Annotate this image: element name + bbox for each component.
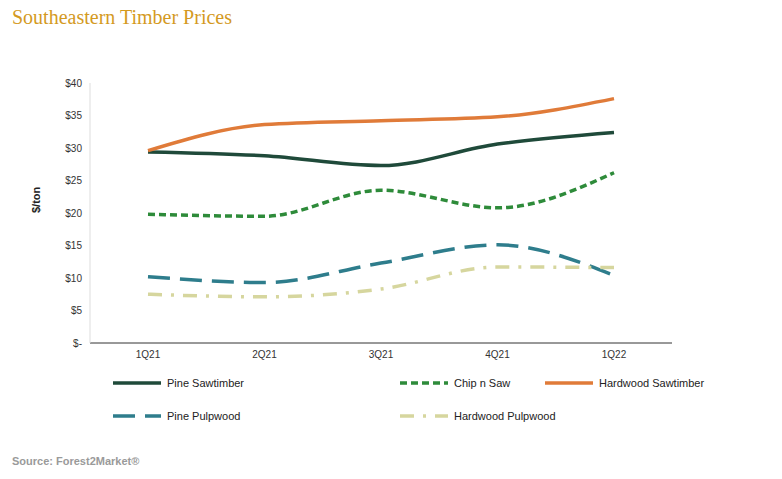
svg-text:$5: $5 <box>71 305 83 316</box>
svg-text:4Q21: 4Q21 <box>485 349 510 360</box>
svg-text:$20: $20 <box>65 208 82 219</box>
html-text:Pine Pulpwood: Pine Pulpwood <box>167 410 241 422</box>
svg-text:$15: $15 <box>65 240 82 251</box>
svg-text:$25: $25 <box>65 175 82 186</box>
html-text:Chip n Saw: Chip n Saw <box>454 377 511 389</box>
html-text:Southeastern Timber Prices: Southeastern Timber Prices <box>12 6 232 28</box>
html-text:Pine Sawtimber: Pine Sawtimber <box>167 377 244 389</box>
svg-text:$/ton: $/ton <box>30 186 42 213</box>
svg-text:1Q22: 1Q22 <box>602 349 627 360</box>
svg-text:$40: $40 <box>65 78 82 89</box>
svg-text:$35: $35 <box>65 110 82 121</box>
svg-text:$10: $10 <box>65 273 82 284</box>
svg-text:$-: $- <box>73 338 82 349</box>
html-text:Source: Forest2Market®: Source: Forest2Market® <box>12 455 140 467</box>
html-text:Hardwood Sawtimber: Hardwood Sawtimber <box>599 377 705 389</box>
svg-text:$30: $30 <box>65 143 82 154</box>
svg-text:3Q21: 3Q21 <box>369 349 394 360</box>
svg-text:2Q21: 2Q21 <box>252 349 277 360</box>
html-text:Hardwood Pulpwood: Hardwood Pulpwood <box>454 410 556 422</box>
svg-text:1Q21: 1Q21 <box>136 349 161 360</box>
